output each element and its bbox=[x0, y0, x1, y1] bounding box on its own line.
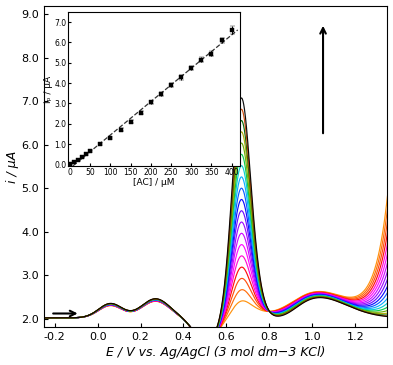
X-axis label: E / V vs. Ag/AgCl (3 mol dm−3 KCl): E / V vs. Ag/AgCl (3 mol dm−3 KCl) bbox=[106, 346, 325, 360]
Y-axis label: i / μA: i / μA bbox=[6, 150, 18, 182]
